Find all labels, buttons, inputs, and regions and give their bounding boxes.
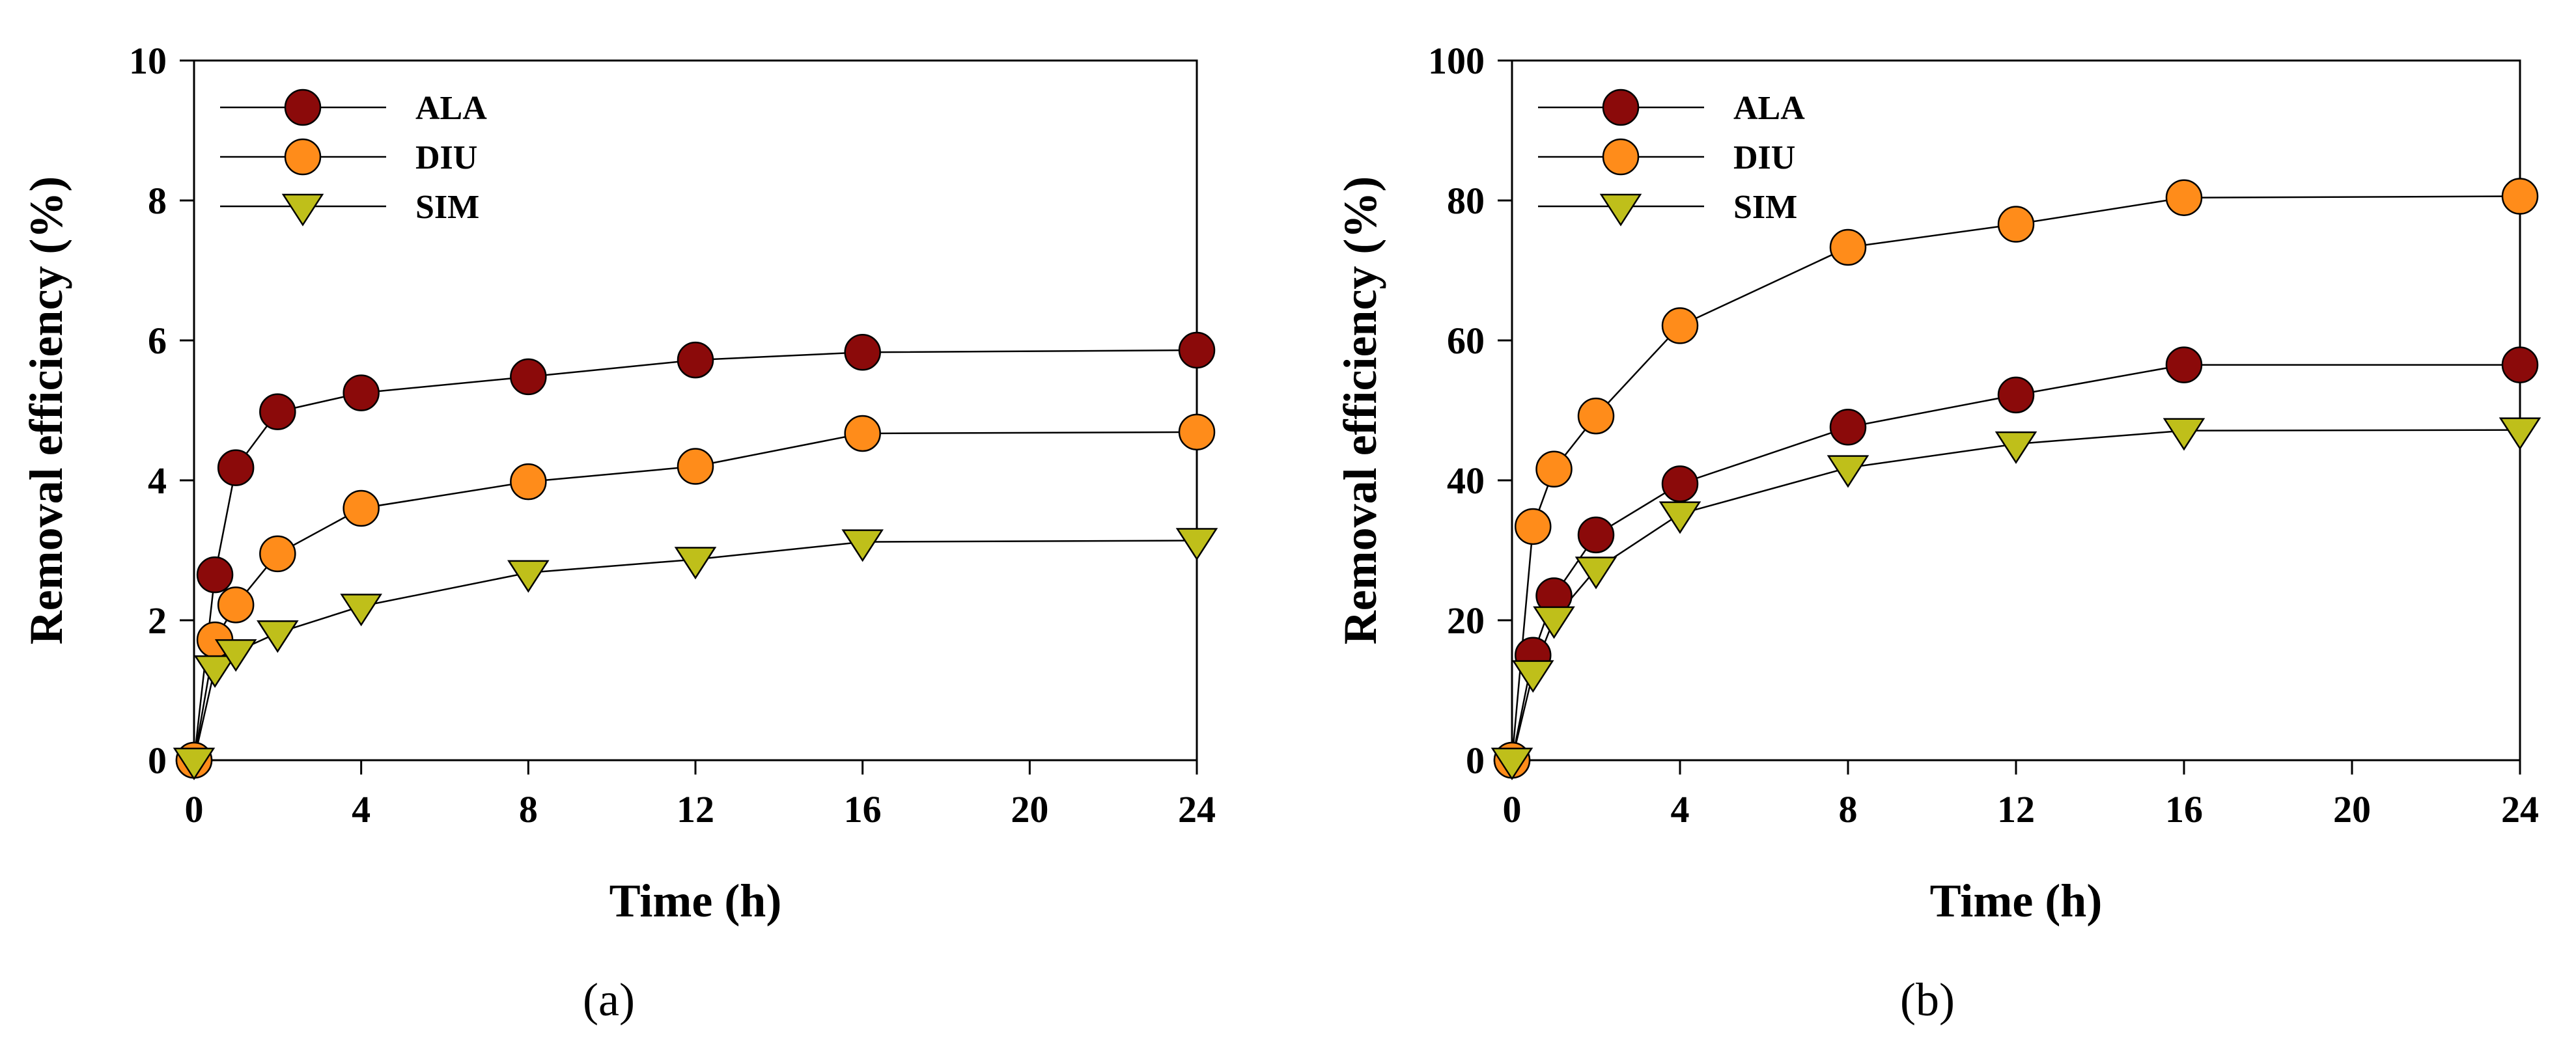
data-point-sim: [1827, 455, 1869, 488]
data-point-diu: [510, 463, 547, 501]
data-point-ala: [1577, 516, 1615, 554]
data-point-ala: [2501, 346, 2539, 383]
y-tick-label: 8: [148, 180, 167, 222]
data-point-ala: [217, 449, 255, 486]
legend-label-diu: DIU: [415, 139, 477, 176]
y-tick-label: 80: [1447, 180, 1485, 222]
data-point-ala: [1829, 409, 1867, 446]
data-point-diu: [343, 489, 380, 527]
x-tick-label: 12: [1997, 788, 2035, 830]
data-point-sim: [214, 639, 257, 672]
legend-label-diu: DIU: [1733, 139, 1795, 176]
y-tick-label: 60: [1447, 320, 1485, 362]
x-tick-label: 20: [2333, 788, 2371, 830]
data-point-diu: [2501, 178, 2539, 215]
x-tick-label: 24: [2501, 788, 2539, 830]
chart-panel-b: 0 4 8 12 16 20 24 0 20 40 60 80 100 Time (h) Removal e…: [1334, 40, 2541, 1026]
x-tick-label: 24: [1178, 788, 1216, 830]
x-tick-label: 4: [1671, 788, 1690, 830]
data-point-ala: [1178, 331, 1216, 369]
data-point-sim: [1659, 501, 1701, 534]
data-point-diu: [1535, 450, 1573, 488]
data-point-ala: [196, 556, 234, 594]
data-point-sim: [1575, 556, 1617, 590]
data-point-sim: [2163, 418, 2205, 451]
data-point-diu: [1829, 228, 1867, 266]
y-tick-label: 2: [148, 599, 167, 642]
data-point-ala: [1997, 376, 2035, 414]
data-point-ala: [677, 341, 714, 379]
legend-label-ala: ALA: [1733, 90, 1805, 127]
legend-marker-sim: [281, 193, 324, 226]
data-point-ala: [259, 393, 296, 430]
x-axis-title: Time (h): [1930, 875, 2103, 927]
data-point-diu: [1515, 508, 1552, 545]
legend-label-sim: SIM: [415, 189, 479, 226]
legend-marker-ala: [1602, 89, 1640, 126]
legend-marker-ala: [284, 89, 322, 126]
y-tick-label: 20: [1447, 599, 1485, 642]
data-point-sim: [257, 620, 299, 653]
data-point-sim: [1491, 747, 1533, 780]
y-axis-title: Removal efficiency (%): [1334, 176, 1386, 645]
data-point-ala: [343, 374, 380, 411]
y-tick-label: 0: [1466, 739, 1485, 782]
data-point-sim: [1995, 431, 2037, 464]
data-point-sim: [507, 560, 550, 593]
data-point-sim: [2499, 417, 2541, 450]
panel-label: (a): [583, 974, 635, 1026]
x-tick-label: 8: [519, 788, 538, 830]
y-tick-label: 6: [148, 320, 167, 362]
y-axis-title: Removal efficiency (%): [20, 176, 72, 645]
data-point-sim: [1175, 528, 1218, 561]
y-tick-label: 10: [129, 40, 167, 82]
data-point-diu: [217, 586, 255, 624]
x-tick-label: 0: [185, 788, 204, 830]
data-point-ala: [510, 358, 547, 396]
x-tick-label: 8: [1839, 788, 1858, 830]
data-point-sim: [340, 594, 382, 627]
data-point-sim: [841, 529, 884, 562]
data-point-ala: [844, 334, 881, 371]
data-point-diu: [2165, 179, 2203, 216]
x-tick-label: 12: [677, 788, 714, 830]
data-point-sim: [1511, 660, 1554, 693]
y-tick-label: 4: [148, 460, 167, 502]
data-point-diu: [844, 415, 881, 452]
series-line-ala: [1511, 364, 2520, 761]
x-tick-label: 4: [352, 788, 371, 830]
data-point-ala: [2165, 346, 2203, 383]
data-point-ala: [1661, 465, 1699, 502]
y-tick-label: 100: [1428, 40, 1485, 82]
x-tick-label: 0: [1503, 788, 1522, 830]
x-tick-label: 16: [2165, 788, 2203, 830]
data-point-diu: [677, 448, 714, 485]
y-tick-label: 40: [1447, 460, 1485, 502]
data-point-diu: [1661, 307, 1699, 344]
x-axis-title: Time (h): [609, 875, 782, 927]
legend-marker-diu: [284, 138, 322, 176]
data-point-sim: [674, 547, 717, 580]
panel-label: (b): [1900, 974, 1955, 1026]
legend-label-ala: ALA: [415, 90, 487, 127]
data-point-diu: [259, 535, 296, 573]
data-point-diu: [1577, 397, 1615, 435]
data-point-sim: [173, 747, 216, 780]
y-tick-label: 0: [148, 739, 167, 782]
plot-frame: [193, 59, 1198, 762]
data-point-diu: [1178, 413, 1216, 451]
data-point-diu: [1997, 206, 2035, 243]
legend-marker-sim: [1599, 193, 1642, 226]
x-tick-label: 20: [1011, 788, 1048, 830]
legend-label-sim: SIM: [1733, 189, 1797, 226]
x-tick-label: 16: [844, 788, 882, 830]
data-point-sim: [1533, 606, 1575, 639]
legend-marker-diu: [1602, 138, 1640, 176]
data-point-sim: [193, 655, 236, 688]
